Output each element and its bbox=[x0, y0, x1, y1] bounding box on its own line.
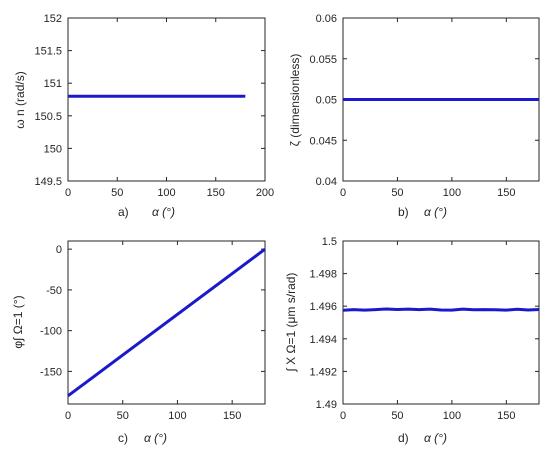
panel-c-x-tick-label: 100 bbox=[168, 410, 186, 422]
panel-d-x-tick-label: 150 bbox=[497, 410, 515, 422]
panel-c-label: c) bbox=[118, 431, 128, 445]
panel-a-x-ticks: 0 50 100 150 200 bbox=[65, 18, 274, 199]
panel-b-ylabel: ζ (dimensionless) bbox=[288, 54, 302, 147]
panel-a-axes-box bbox=[67, 17, 266, 182]
panel-c-x-ticks: 0 50 100 150 bbox=[65, 241, 241, 422]
panel-b-label: b) bbox=[398, 205, 409, 219]
panel-b-y-tick-label: 0.06 bbox=[316, 13, 337, 25]
panel-c-y-tick-label: -100 bbox=[40, 326, 62, 338]
panel-b-y-tick-label: 0.04 bbox=[316, 176, 337, 188]
panel-b-y-tick-label: 0.045 bbox=[309, 135, 337, 147]
panel-b-x-tick-label: 50 bbox=[391, 187, 403, 199]
panel-d-series-line bbox=[342, 307, 540, 312]
panel-b-xlabel: α (°) bbox=[424, 205, 447, 219]
panel-d-y-tick-label: 1.496 bbox=[309, 301, 337, 313]
panel-c-series-line bbox=[67, 247, 266, 398]
panel-c-y-tick-label: -50 bbox=[46, 285, 62, 297]
panel-d-x-ticks: 0 50 100 150 bbox=[340, 241, 516, 422]
panel-a-xlabel: α (°) bbox=[152, 205, 175, 219]
panel-c-xlabel: α (°) bbox=[144, 431, 167, 445]
panel-b-y-tick-label: 0.05 bbox=[316, 95, 337, 107]
panel-d-x-tick-label: 0 bbox=[340, 410, 346, 422]
panel-d-label: d) bbox=[398, 431, 409, 445]
panel-c-axes-box bbox=[67, 240, 266, 405]
panel-a-y-ticks: 149.5 150 150.5 151 151.5 152 bbox=[34, 13, 265, 188]
panel-b-x-tick-label: 100 bbox=[443, 187, 461, 199]
panel-a-x-tick-label: 0 bbox=[65, 187, 71, 199]
panel-b-y-ticks: 0.04 0.045 0.05 0.055 0.06 bbox=[309, 13, 539, 188]
panel-a-y-tick-label: 150.5 bbox=[34, 111, 62, 123]
panel-d-y-tick-label: 1.494 bbox=[309, 334, 337, 346]
panel-a-y-tick-label: 151.5 bbox=[34, 46, 62, 58]
panel-c-y-tick-label: 0 bbox=[56, 244, 62, 256]
panel-d: 1.49 1.492 1.494 1.496 1.498 1.5 0 50 100 150 d)… bbox=[284, 236, 540, 445]
panel-a-xlabel-text: α (°) bbox=[152, 205, 175, 219]
panel-d-y-tick-label: 1.5 bbox=[322, 236, 337, 248]
panel-d-y-tick-label: 1.498 bbox=[309, 269, 337, 281]
panel-a-y-tick-label: 150 bbox=[44, 143, 62, 155]
panel-c-ylabel: φ∫ Ω=1 (°) bbox=[11, 295, 25, 348]
panel-d-ylabel: ∫ X Ω=1 (μm s/rad) bbox=[284, 273, 298, 373]
panel-d-xlabel: α (°) bbox=[424, 431, 447, 445]
panel-b-x-tick-label: 0 bbox=[340, 187, 346, 199]
panel-c-x-tick-label: 150 bbox=[223, 410, 241, 422]
panel-d-axes-box bbox=[342, 240, 540, 405]
panel-a-label: a) bbox=[118, 205, 129, 219]
panel-c: 0 -50 -100 -150 0 50 100 150 c) α (°) φ∫ Ω=1 (… bbox=[11, 240, 266, 445]
panel-b-x-tick-label: 150 bbox=[497, 187, 515, 199]
panel-c-y-ticks: 0 -50 -100 -150 bbox=[40, 244, 265, 378]
panel-a-y-tick-label: 149.5 bbox=[34, 176, 62, 188]
panel-d-x-tick-label: 50 bbox=[391, 410, 403, 422]
panel-a-x-tick-label: 150 bbox=[207, 187, 225, 199]
panel-c-y-tick-label: -150 bbox=[40, 366, 62, 378]
panel-a-y-tick-label: 151 bbox=[44, 78, 62, 90]
panel-b-x-ticks: 0 50 100 150 bbox=[340, 18, 516, 199]
panel-c-x-tick-label: 0 bbox=[65, 410, 71, 422]
panel-b-y-tick-label: 0.055 bbox=[309, 54, 337, 66]
panel-d-y-tick-label: 1.49 bbox=[316, 399, 337, 411]
panel-a-ylabel: ω n (rad/s) bbox=[13, 71, 27, 128]
panel-c-x-tick-label: 50 bbox=[117, 410, 129, 422]
panel-a-x-tick-label: 200 bbox=[256, 187, 274, 199]
panel-d-y-tick-label: 1.492 bbox=[309, 366, 337, 378]
panel-d-x-tick-label: 100 bbox=[443, 410, 461, 422]
panel-d-y-ticks: 1.49 1.492 1.494 1.496 1.498 1.5 bbox=[309, 236, 539, 411]
panel-a-x-tick-label: 100 bbox=[157, 187, 175, 199]
panel-a: 149.5 150 150.5 151 151.5 152 0 50 100 150 200 a)… bbox=[13, 13, 274, 219]
panel-b: 0.04 0.045 0.05 0.055 0.06 0 50 100 150 b) α (°… bbox=[288, 13, 540, 219]
panel-a-y-tick-label: 152 bbox=[44, 13, 62, 25]
panel-a-x-tick-label: 50 bbox=[111, 187, 123, 199]
